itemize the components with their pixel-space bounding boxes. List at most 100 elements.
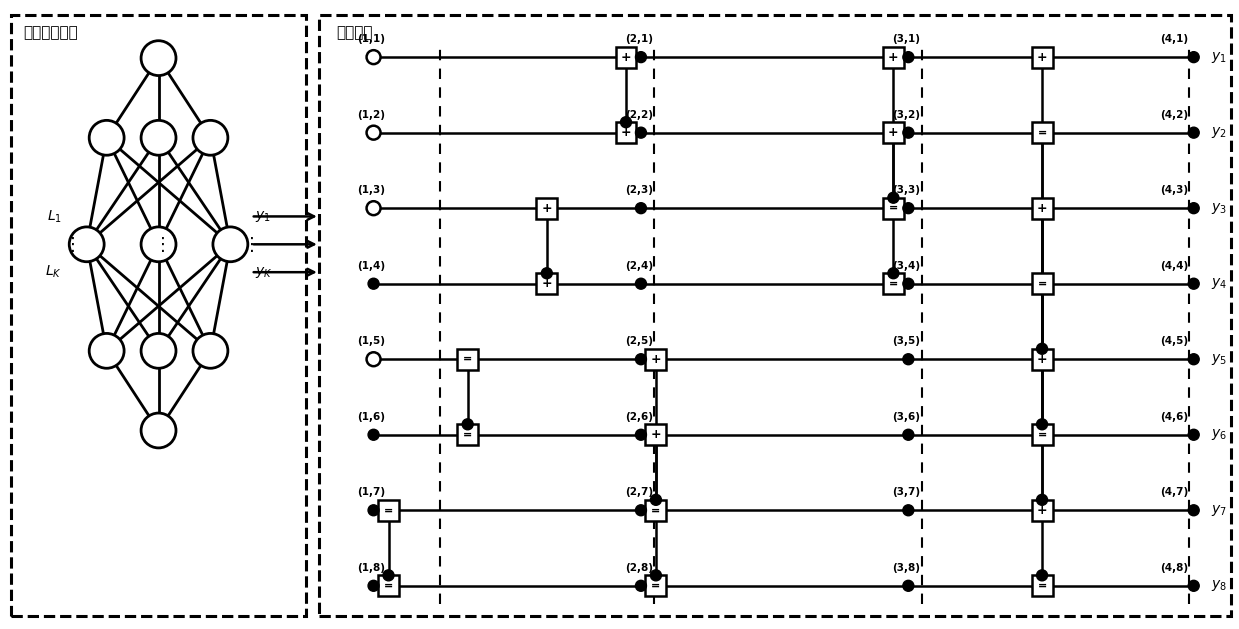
Circle shape [636, 203, 647, 214]
Text: =: = [1037, 279, 1047, 289]
Circle shape [367, 201, 380, 215]
Text: $y_{8}$: $y_{8}$ [1211, 578, 1227, 593]
Circle shape [1188, 278, 1199, 289]
Text: $y_{3}$: $y_{3}$ [1211, 201, 1227, 216]
Text: (4,4): (4,4) [1160, 261, 1188, 270]
Text: +: + [650, 428, 662, 442]
Bar [1032, 425, 1052, 445]
Circle shape [383, 570, 394, 581]
Text: (1,4): (1,4) [358, 261, 385, 270]
Bar [457, 348, 478, 370]
Bar [883, 47, 904, 67]
Text: +: + [650, 353, 662, 365]
Text: (3,4): (3,4) [892, 261, 921, 270]
Circle shape [1037, 570, 1047, 581]
Text: =: = [384, 581, 393, 591]
Circle shape [1188, 581, 1199, 591]
Circle shape [193, 333, 228, 368]
Circle shape [650, 494, 662, 505]
Circle shape [903, 505, 914, 516]
Text: $y_1$: $y_1$ [255, 209, 271, 224]
Text: 神经网络单元: 神经网络单元 [24, 25, 78, 40]
Circle shape [888, 268, 898, 279]
Circle shape [636, 278, 647, 289]
Circle shape [903, 203, 914, 214]
Text: +: + [1037, 504, 1047, 517]
Circle shape [1188, 353, 1199, 365]
Circle shape [903, 581, 914, 591]
Text: (4,2): (4,2) [1160, 109, 1188, 120]
Text: +: + [621, 126, 632, 139]
Circle shape [1188, 505, 1199, 516]
Text: =: = [463, 430, 472, 440]
Text: =: = [652, 505, 660, 515]
Circle shape [462, 419, 473, 430]
Circle shape [141, 333, 176, 368]
Bar [536, 273, 558, 294]
Circle shape [1188, 52, 1199, 63]
Text: (3,2): (3,2) [892, 109, 921, 120]
Text: $y_{7}$: $y_{7}$ [1211, 503, 1227, 518]
Text: +: + [621, 51, 632, 64]
Text: $L_1$: $L_1$ [47, 208, 62, 225]
Text: (4,3): (4,3) [1160, 186, 1188, 195]
Text: (1,5): (1,5) [358, 337, 385, 347]
Circle shape [141, 413, 176, 448]
Circle shape [69, 227, 104, 262]
Text: =: = [1037, 581, 1047, 591]
Bar [646, 576, 667, 596]
Text: =: = [888, 203, 898, 213]
Bar [1032, 273, 1052, 294]
Circle shape [621, 117, 632, 128]
Text: $y_{4}$: $y_{4}$ [1211, 276, 1227, 291]
Bar [616, 122, 637, 143]
Circle shape [213, 227, 248, 262]
Text: (2,1): (2,1) [624, 34, 653, 44]
Circle shape [903, 278, 914, 289]
Circle shape [650, 570, 662, 581]
Bar [1032, 47, 1052, 67]
Text: $\vdots$: $\vdots$ [152, 235, 165, 254]
Circle shape [636, 52, 647, 63]
Text: +: + [888, 126, 898, 139]
Text: +: + [541, 202, 553, 214]
Circle shape [903, 429, 914, 440]
Circle shape [1188, 127, 1199, 138]
Circle shape [1037, 343, 1047, 354]
Circle shape [89, 333, 124, 368]
Bar [1032, 500, 1052, 521]
Text: =: = [1037, 430, 1047, 440]
Circle shape [89, 120, 124, 155]
Text: +: + [1037, 202, 1047, 214]
Text: +: + [1037, 353, 1047, 365]
Circle shape [541, 268, 553, 279]
Text: $y_{5}$: $y_{5}$ [1211, 352, 1227, 367]
Text: $L_K$: $L_K$ [45, 264, 62, 281]
Text: (2,3): (2,3) [624, 186, 653, 195]
Circle shape [368, 581, 379, 591]
Text: =: = [463, 354, 472, 364]
Text: (2,2): (2,2) [624, 109, 653, 120]
Bar [883, 122, 904, 143]
Bar [883, 273, 904, 294]
Circle shape [903, 52, 914, 63]
Text: $y_{2}$: $y_{2}$ [1211, 125, 1227, 140]
Circle shape [903, 127, 914, 138]
Circle shape [1188, 429, 1199, 440]
Circle shape [636, 353, 647, 365]
Bar [646, 348, 667, 370]
Text: (3,8): (3,8) [892, 563, 921, 573]
Text: (2,5): (2,5) [624, 337, 653, 347]
Bar [883, 198, 904, 219]
Circle shape [888, 192, 898, 203]
Circle shape [636, 581, 647, 591]
Text: (3,1): (3,1) [892, 34, 921, 44]
Circle shape [1037, 494, 1047, 505]
Text: =: = [888, 279, 898, 289]
Circle shape [141, 227, 176, 262]
Circle shape [193, 120, 228, 155]
Text: $\vdots$: $\vdots$ [63, 235, 74, 254]
Bar [536, 198, 558, 219]
Bar [1032, 348, 1052, 370]
Bar [646, 500, 667, 521]
